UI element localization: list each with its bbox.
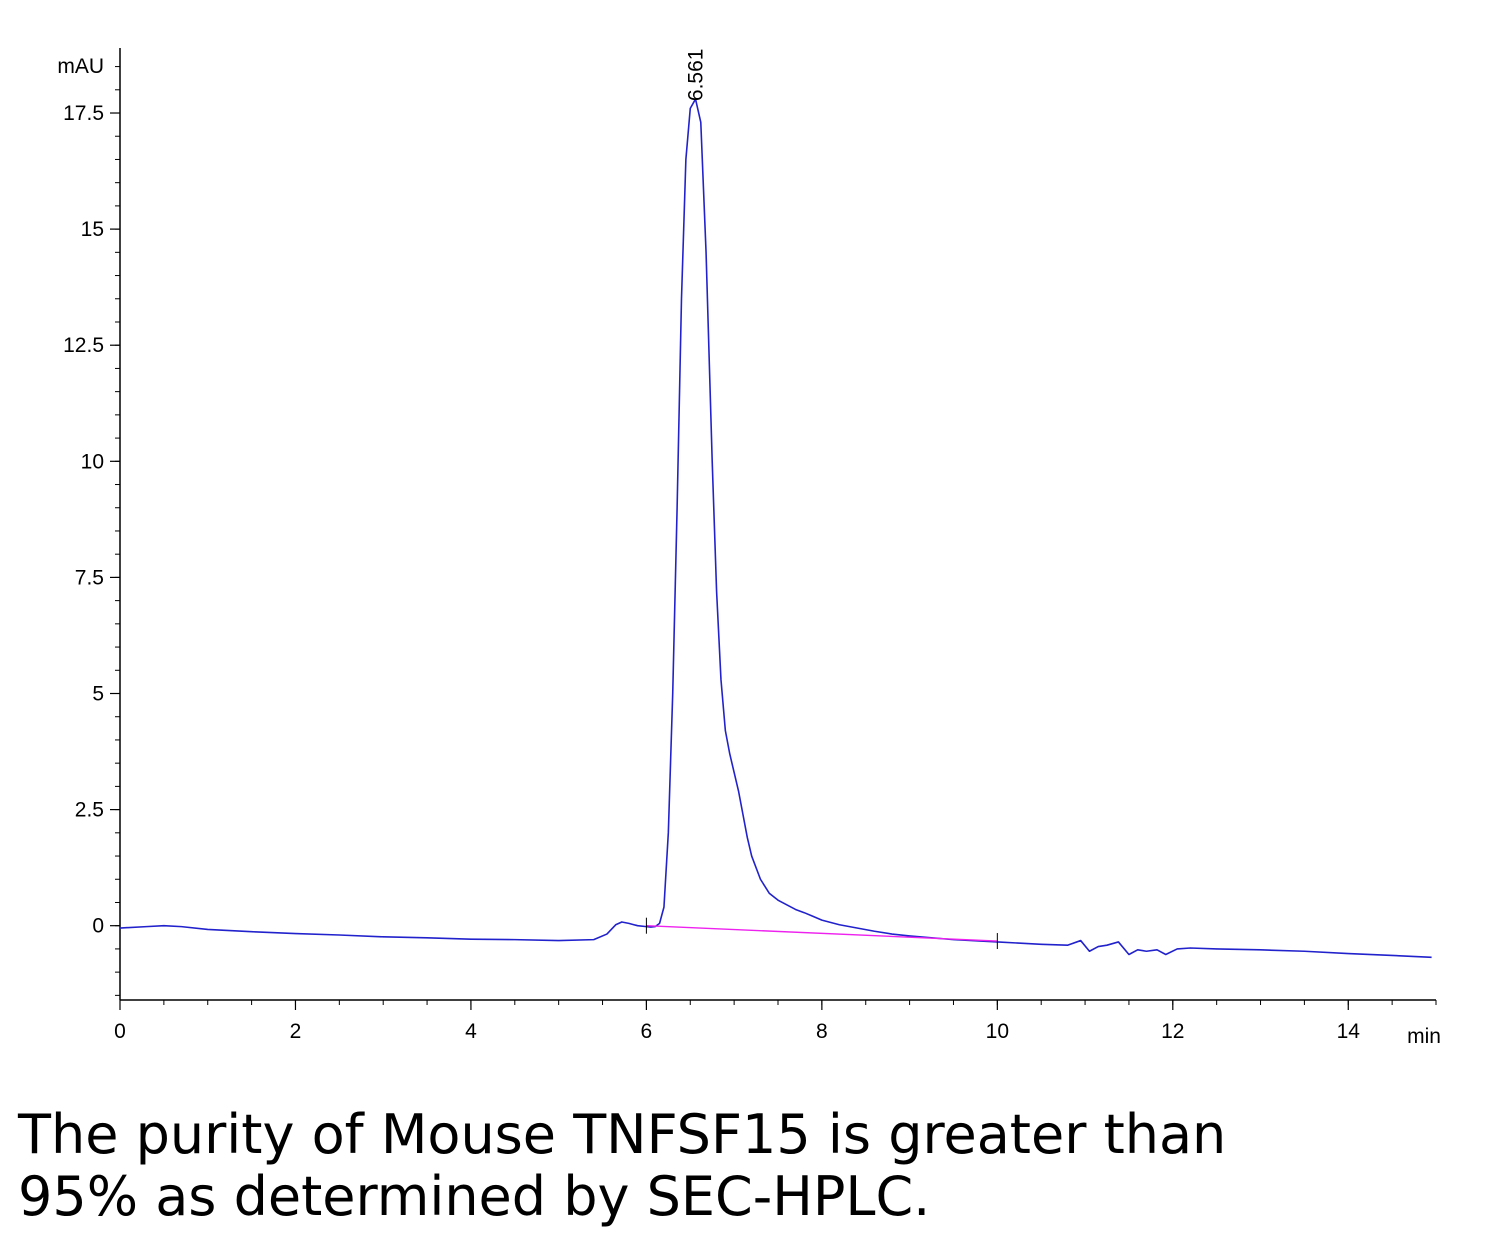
y-tick-label: 2.5 <box>75 799 104 822</box>
tick-labels: 0 2.5 5 7.5 10 12.5 15 17.5 mAU 0 2 4 6 8 10 12 14 min <box>57 55 1441 1048</box>
chromatogram-svg: 0 2.5 5 7.5 10 12.5 15 17.5 mAU 0 2 4 6 8 10 12 14 min 6.… <box>57 48 1441 1048</box>
y-tick-label: 10 <box>81 450 104 473</box>
chromatogram-trace <box>119 98 1432 959</box>
x-tick-label: 2 <box>290 1020 302 1043</box>
x-axis-unit-label: min <box>1407 1025 1441 1048</box>
x-tick-label: 14 <box>1337 1020 1361 1043</box>
axes <box>119 48 1436 1001</box>
caption-line-2: 95% as determined by SEC-HPLC. <box>18 1165 931 1228</box>
tick-marks <box>110 66 1437 1010</box>
x-tick-label: 4 <box>465 1020 477 1043</box>
y-tick-label: 12.5 <box>63 334 104 357</box>
y-tick-label: 15 <box>81 218 104 241</box>
y-axis-unit-label: mAU <box>57 55 104 78</box>
peak-retention-time-label: 6.561 <box>685 49 708 102</box>
y-tick-label: 17.5 <box>63 102 104 125</box>
annotation-layer: 6.561 <box>645 49 998 950</box>
x-tick-label: 8 <box>816 1020 828 1043</box>
caption-line-1: The purity of Mouse TNFSF15 is greater t… <box>18 1103 1227 1166</box>
series-layer <box>119 98 1432 959</box>
y-tick-label: 0 <box>92 915 104 938</box>
x-tick-label: 10 <box>986 1020 1009 1043</box>
baseline-line <box>646 925 998 942</box>
y-tick-label: 7.5 <box>75 566 104 589</box>
chromatogram-chart: 0 2.5 5 7.5 10 12.5 15 17.5 mAU 0 2 4 6 8 10 12 14 min 6.… <box>57 48 1441 1048</box>
x-tick-label: 12 <box>1161 1020 1184 1043</box>
x-tick-label: 6 <box>641 1020 653 1043</box>
y-tick-label: 5 <box>92 683 104 706</box>
caption: The purity of Mouse TNFSF15 is greater t… <box>18 1104 1478 1228</box>
x-tick-label: 0 <box>114 1020 126 1043</box>
